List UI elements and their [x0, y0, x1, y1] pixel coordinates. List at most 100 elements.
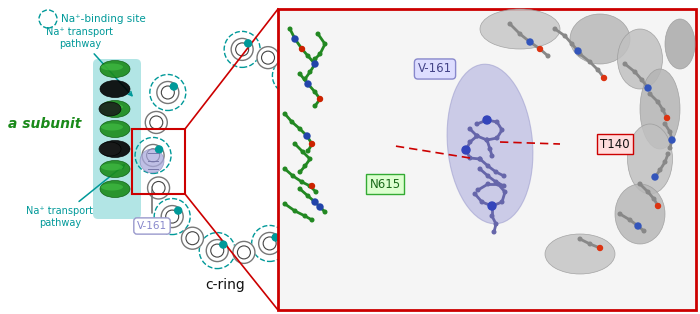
- Text: c-ring: c-ring: [205, 278, 245, 292]
- Circle shape: [312, 61, 318, 67]
- Ellipse shape: [100, 121, 130, 138]
- Circle shape: [500, 200, 504, 204]
- Circle shape: [634, 70, 637, 74]
- Circle shape: [206, 240, 228, 262]
- Circle shape: [635, 223, 641, 229]
- Circle shape: [546, 54, 550, 58]
- Circle shape: [181, 227, 204, 249]
- Ellipse shape: [615, 184, 665, 244]
- Circle shape: [475, 134, 479, 138]
- Circle shape: [668, 130, 672, 134]
- Circle shape: [483, 116, 491, 124]
- Circle shape: [464, 148, 468, 152]
- Text: T140: T140: [600, 138, 630, 150]
- Circle shape: [478, 157, 482, 161]
- Circle shape: [312, 199, 318, 205]
- Circle shape: [598, 246, 602, 250]
- Circle shape: [494, 222, 498, 226]
- Circle shape: [284, 112, 287, 116]
- Circle shape: [636, 224, 640, 228]
- Circle shape: [211, 244, 224, 257]
- Circle shape: [308, 70, 312, 74]
- Circle shape: [473, 192, 477, 196]
- Ellipse shape: [100, 100, 130, 117]
- Circle shape: [186, 232, 199, 245]
- Circle shape: [538, 46, 542, 51]
- Circle shape: [490, 154, 493, 158]
- Ellipse shape: [100, 181, 130, 198]
- Circle shape: [478, 167, 482, 171]
- Circle shape: [496, 182, 500, 186]
- Circle shape: [298, 187, 302, 191]
- Circle shape: [317, 204, 323, 210]
- Circle shape: [663, 160, 667, 164]
- Circle shape: [598, 246, 603, 251]
- Circle shape: [175, 207, 182, 214]
- Circle shape: [309, 142, 314, 147]
- Circle shape: [285, 218, 298, 231]
- Circle shape: [303, 77, 307, 81]
- Circle shape: [313, 62, 317, 66]
- Circle shape: [588, 242, 592, 246]
- Circle shape: [468, 140, 472, 144]
- Circle shape: [316, 32, 320, 36]
- Ellipse shape: [101, 183, 123, 191]
- Circle shape: [272, 234, 279, 241]
- Circle shape: [578, 237, 582, 241]
- Circle shape: [623, 62, 626, 66]
- Circle shape: [640, 78, 644, 82]
- Ellipse shape: [570, 14, 630, 64]
- Circle shape: [588, 60, 592, 64]
- Circle shape: [305, 81, 311, 87]
- Circle shape: [318, 124, 326, 131]
- Circle shape: [486, 174, 490, 178]
- Circle shape: [646, 86, 650, 90]
- Circle shape: [495, 136, 499, 140]
- Circle shape: [257, 47, 279, 69]
- Circle shape: [309, 160, 323, 173]
- Circle shape: [648, 92, 652, 96]
- Circle shape: [646, 190, 650, 194]
- Circle shape: [305, 134, 309, 138]
- Circle shape: [494, 180, 498, 184]
- Ellipse shape: [480, 9, 560, 49]
- Circle shape: [293, 66, 300, 73]
- Bar: [278, 9, 696, 310]
- Circle shape: [146, 111, 167, 133]
- Circle shape: [262, 51, 274, 64]
- Circle shape: [296, 91, 318, 113]
- Circle shape: [490, 214, 493, 218]
- Ellipse shape: [627, 124, 673, 194]
- Circle shape: [653, 175, 657, 179]
- Circle shape: [662, 108, 665, 112]
- Circle shape: [323, 210, 327, 214]
- Circle shape: [292, 36, 298, 42]
- Ellipse shape: [101, 164, 123, 171]
- Ellipse shape: [100, 61, 130, 78]
- Circle shape: [664, 116, 669, 121]
- Circle shape: [628, 218, 632, 222]
- Circle shape: [462, 146, 470, 154]
- Circle shape: [492, 230, 496, 234]
- Circle shape: [313, 104, 317, 108]
- Circle shape: [293, 209, 297, 213]
- Circle shape: [313, 57, 317, 61]
- Circle shape: [518, 32, 522, 36]
- Circle shape: [485, 138, 489, 142]
- Circle shape: [318, 52, 322, 56]
- Ellipse shape: [101, 104, 123, 111]
- Circle shape: [670, 138, 674, 142]
- Circle shape: [259, 232, 281, 254]
- Circle shape: [291, 174, 295, 178]
- Circle shape: [656, 100, 660, 104]
- Circle shape: [170, 83, 177, 90]
- Circle shape: [309, 127, 322, 140]
- Circle shape: [306, 194, 310, 198]
- Circle shape: [279, 65, 302, 87]
- Circle shape: [301, 192, 314, 205]
- Circle shape: [146, 149, 160, 162]
- Circle shape: [508, 22, 512, 26]
- Circle shape: [495, 120, 499, 124]
- Circle shape: [166, 210, 179, 223]
- Circle shape: [490, 204, 493, 208]
